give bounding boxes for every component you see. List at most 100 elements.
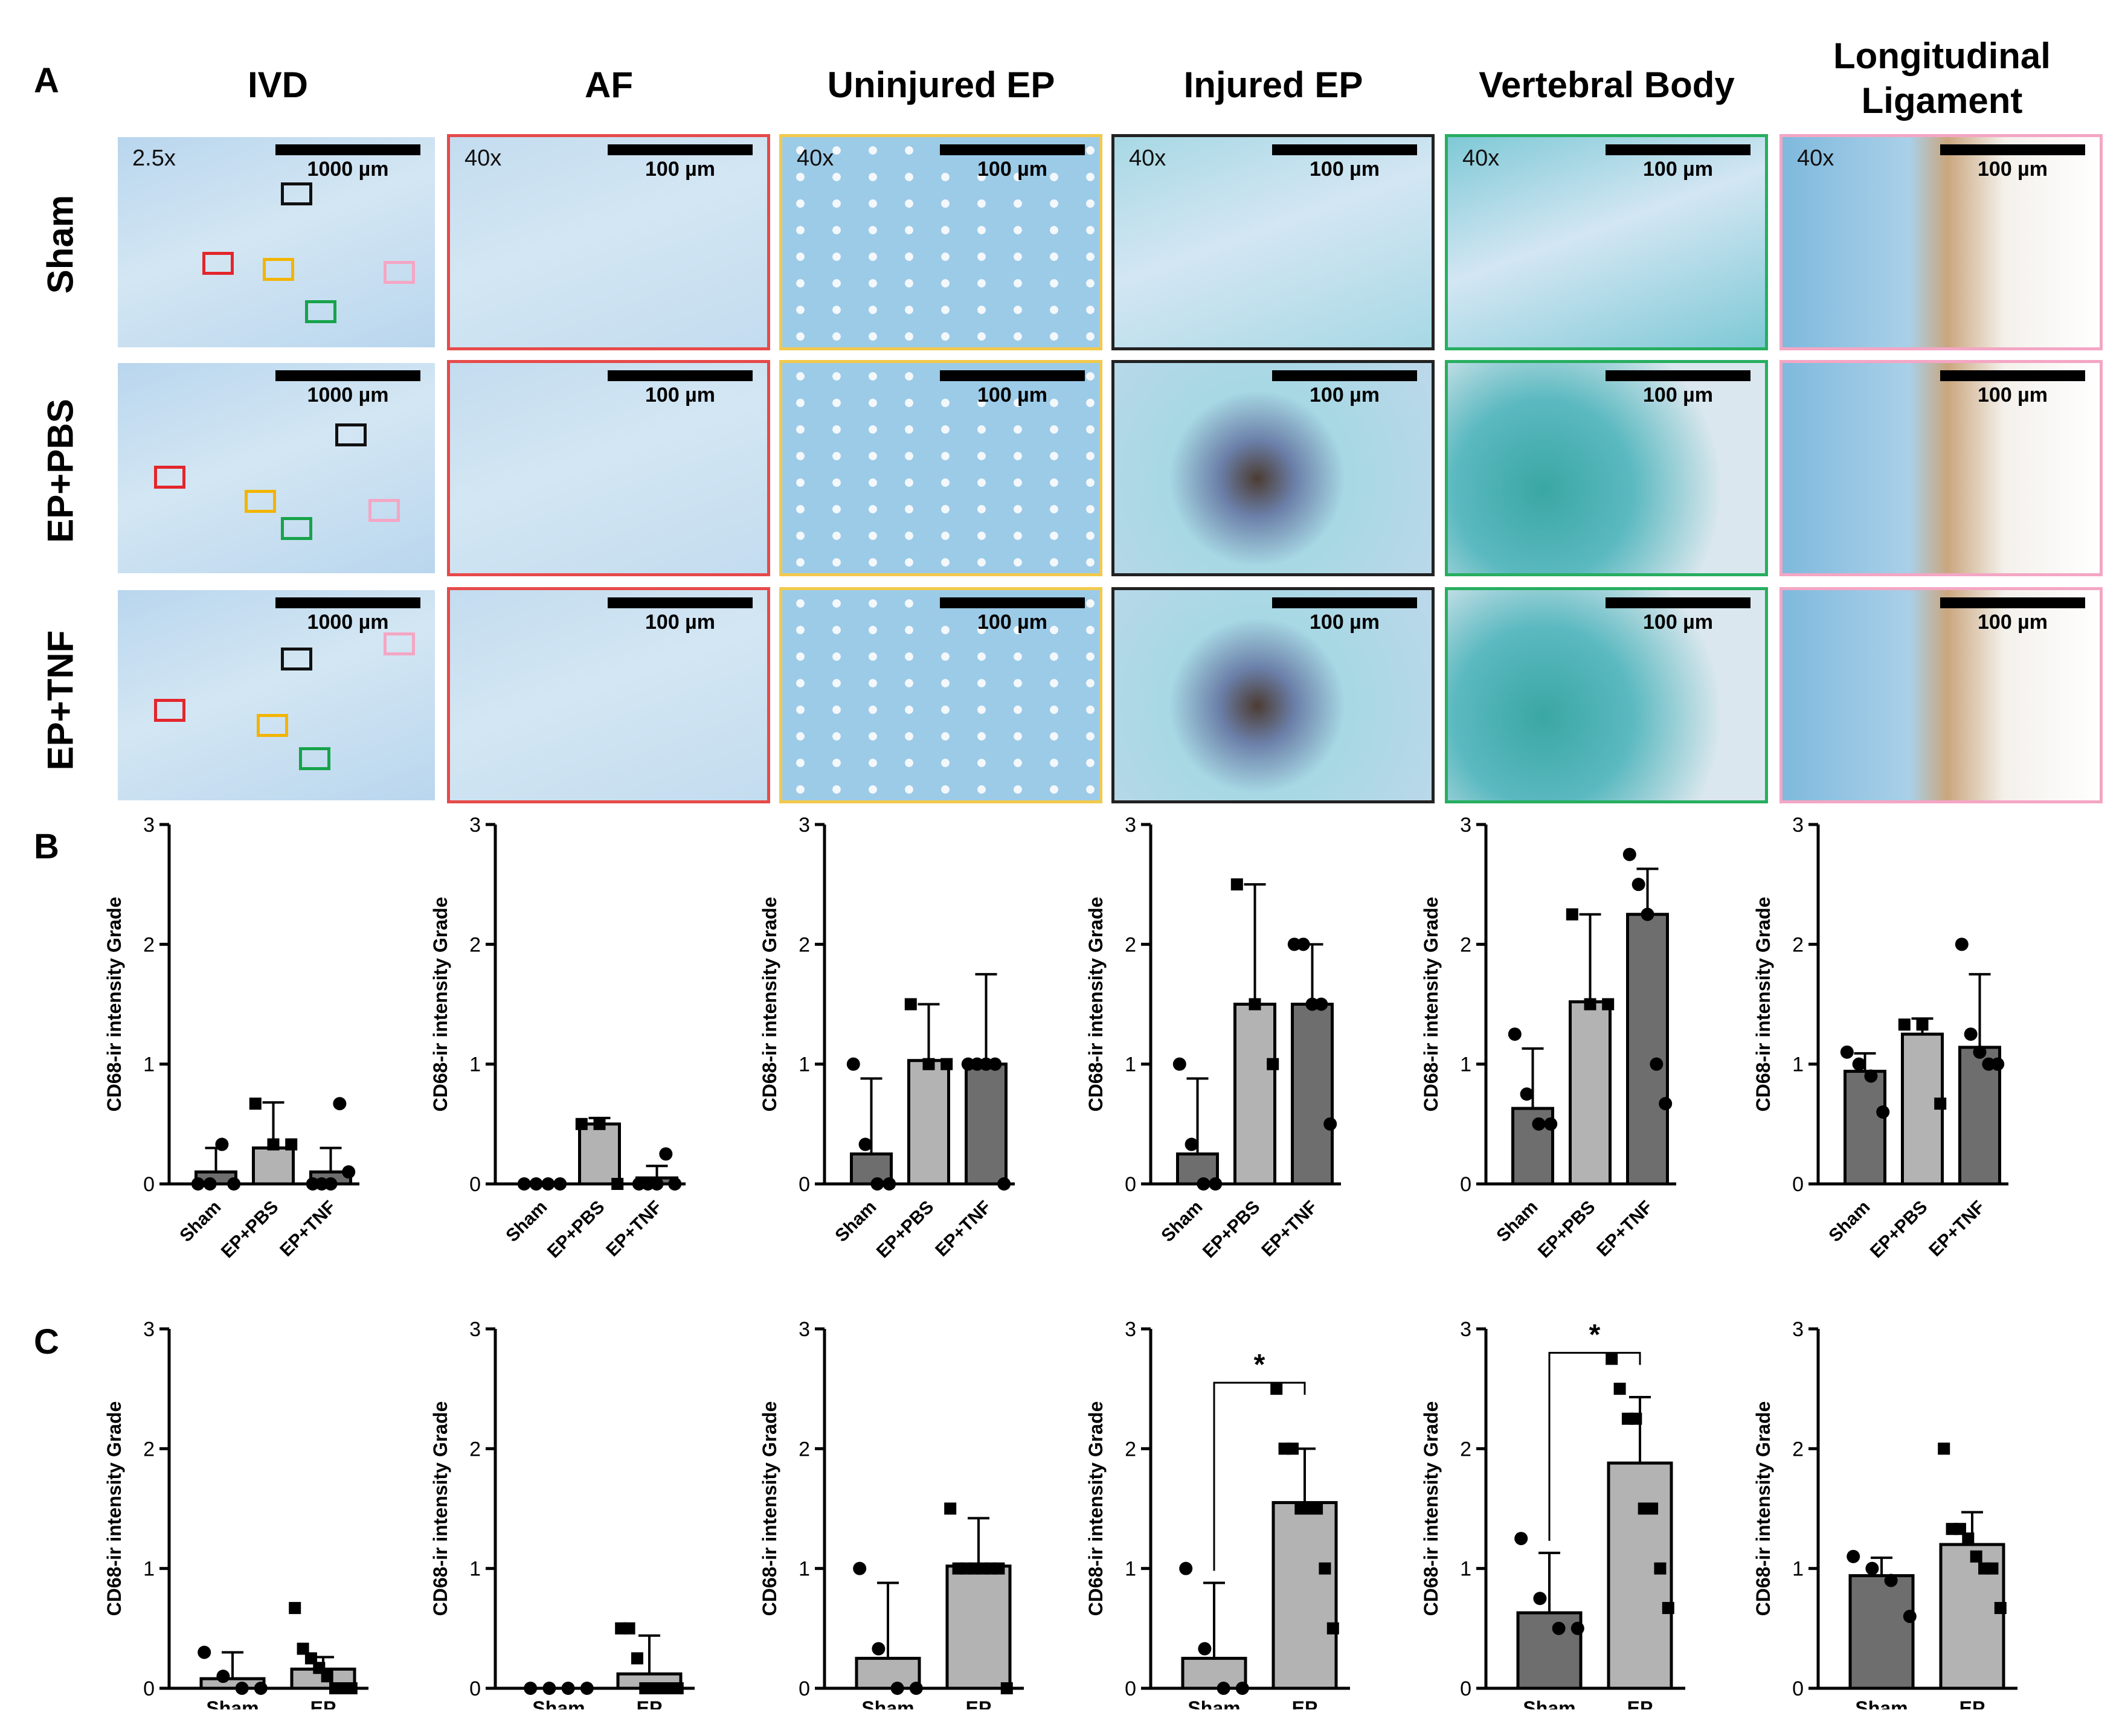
bar	[1844, 1070, 1886, 1186]
data-point	[1986, 1562, 1999, 1575]
data-point	[191, 1177, 205, 1191]
data-point	[1000, 1682, 1013, 1694]
micrograph-af-ep-tnf: 100 µm	[447, 587, 770, 803]
y-tick-label: 1	[143, 1053, 155, 1076]
data-point	[872, 1642, 886, 1656]
y-tick-label: 0	[143, 1173, 155, 1196]
y-tick-label: 3	[799, 814, 810, 837]
x-tick-label: EP+PBS	[544, 1197, 609, 1262]
data-point	[890, 1682, 904, 1695]
data-point	[1973, 1045, 1987, 1059]
bar	[1516, 1611, 1583, 1690]
data-point	[1659, 1097, 1673, 1111]
micrograph-ivd-ep-pbs: 1000 µm	[115, 360, 438, 576]
data-point	[342, 1165, 356, 1179]
data-point	[1514, 1532, 1528, 1546]
row-label-ep-pbs: EP+PBS	[40, 399, 81, 543]
data-point	[580, 1682, 594, 1695]
data-point	[1235, 1682, 1249, 1695]
region-of-interest-box	[263, 258, 294, 281]
data-point	[198, 1645, 211, 1659]
magnification-label: 40x	[797, 146, 834, 171]
y-tick-label: 0	[799, 1173, 810, 1196]
y-tick-label: 1	[799, 1558, 810, 1581]
y-tick-label: 1	[469, 1053, 481, 1076]
x-tick-label: Sham	[206, 1697, 259, 1709]
data-point	[1662, 1602, 1674, 1615]
data-point	[1533, 1592, 1547, 1606]
y-tick-label: 1	[143, 1558, 155, 1581]
data-point	[882, 1177, 896, 1191]
bar	[1291, 1003, 1334, 1186]
x-tick-label: Sham	[1157, 1197, 1206, 1246]
bar	[578, 1122, 621, 1186]
scale-bar-label: 1000 µm	[307, 158, 389, 181]
data-point	[631, 1652, 643, 1665]
bar	[1607, 1461, 1673, 1690]
data-point	[870, 1177, 884, 1191]
y-tick-label: 0	[469, 1173, 481, 1196]
scale-bar-label: 100 µm	[1643, 158, 1713, 181]
y-axis-label: CD68-ir intensity Grade	[1085, 897, 1107, 1112]
data-point	[909, 1682, 923, 1695]
region-of-interest-box	[384, 261, 415, 284]
y-tick-label: 3	[1792, 814, 1804, 837]
x-tick-label: EP+PBS	[1866, 1197, 1932, 1262]
scale-bar-label: 100 µm	[645, 158, 715, 181]
scale-bar	[608, 370, 753, 381]
data-point	[659, 1147, 673, 1161]
scale-bar-label: 1000 µm	[307, 611, 389, 634]
scale-bar-label: 100 µm	[645, 384, 715, 407]
scale-bar	[1606, 144, 1750, 155]
scale-bar-label: 100 µm	[1643, 611, 1713, 634]
bar	[945, 1564, 1012, 1690]
y-tick-label: 2	[1792, 933, 1804, 956]
y-tick-label: 1	[469, 1558, 481, 1581]
scale-bar	[608, 144, 753, 155]
y-tick-label: 2	[143, 933, 155, 956]
y-tick-label: 2	[1460, 1438, 1471, 1461]
y-tick-label: 2	[469, 933, 481, 956]
data-point	[267, 1138, 280, 1151]
data-point	[1898, 1018, 1911, 1031]
data-point	[623, 1622, 635, 1635]
y-tick-label: 2	[1125, 933, 1136, 956]
y-tick-label: 0	[143, 1677, 155, 1700]
y-tick-label: 3	[143, 814, 155, 837]
y-tick-label: 3	[1125, 814, 1136, 837]
data-point	[1650, 1057, 1664, 1071]
micrograph-injured-ep-ep-tnf: 100 µm	[1111, 587, 1435, 803]
column-header-uninjured-ep: Uninjured EP	[827, 65, 1055, 105]
micrograph-uninjured-ep-ep-pbs: 100 µm	[779, 360, 1102, 576]
y-axis-label: CD68-ir intensity Grade	[103, 1401, 125, 1616]
y-axis-label: CD68-ir intensity Grade	[759, 897, 780, 1112]
scale-bar-label: 100 µm	[1643, 384, 1713, 407]
data-point	[1230, 878, 1243, 891]
data-point	[541, 1177, 555, 1191]
scale-bar	[940, 144, 1085, 155]
bar	[252, 1146, 295, 1186]
scale-bar-label: 100 µm	[1978, 384, 2048, 407]
scale-bar	[1940, 597, 2085, 608]
column-header-ivd: IVD	[247, 65, 309, 105]
data-point	[553, 1177, 567, 1191]
data-point	[289, 1602, 301, 1615]
data-point	[1632, 878, 1645, 892]
data-point	[1622, 847, 1636, 861]
micrograph-ivd-sham: 2.5x 1000 µm	[115, 134, 438, 350]
data-point	[1991, 1057, 2005, 1071]
data-point	[333, 1097, 347, 1111]
data-point	[858, 1137, 872, 1151]
data-point	[1270, 1383, 1283, 1395]
data-point	[1970, 1550, 1982, 1563]
y-tick-label: 1	[1792, 1053, 1804, 1076]
panel-letter-c: C	[34, 1322, 59, 1361]
x-tick-label: EP	[310, 1697, 336, 1709]
data-point	[593, 1117, 606, 1130]
data-point	[1570, 1621, 1584, 1635]
magnification-label: 40x	[1129, 146, 1166, 171]
data-point	[249, 1098, 262, 1110]
data-point	[1953, 1523, 1966, 1535]
data-point	[1876, 1105, 1890, 1119]
data-point	[542, 1682, 556, 1695]
